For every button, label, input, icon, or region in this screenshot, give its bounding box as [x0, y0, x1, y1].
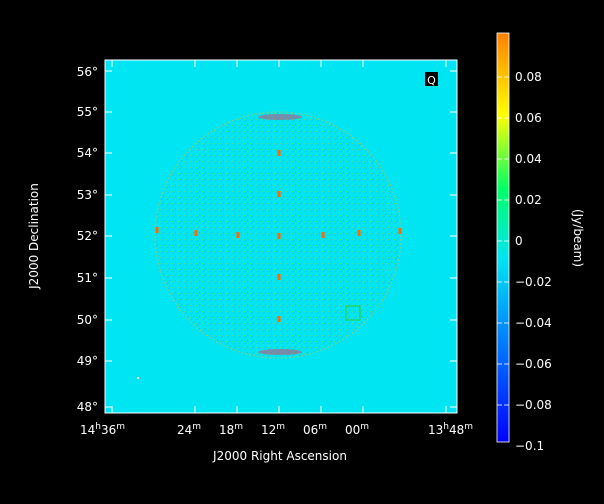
rim-noise-top — [258, 114, 302, 120]
colorbar-tick-label: −0.08 — [515, 398, 552, 412]
point-source-marker — [155, 227, 159, 233]
colorbar: 0.08 0.06 0.04 0.02 0 −0.02 −0.04 −0.06 … — [496, 32, 585, 453]
colorbar-tick-label: −0.04 — [515, 316, 552, 330]
point-source-marker — [277, 150, 281, 156]
colorbar-tick-label: −0.1 — [515, 439, 544, 453]
stokes-label: Q — [427, 74, 436, 87]
x-axis-title: J2000 Right Ascension — [212, 449, 347, 463]
y-axis-title: J2000 Declination — [27, 183, 41, 290]
primary-beam-rim — [154, 111, 402, 359]
y-tick-label: 55° — [77, 105, 98, 119]
rim-noise-bottom — [258, 349, 302, 355]
point-source-marker — [277, 233, 281, 239]
annotation-box — [345, 305, 361, 321]
x-tick-label: 24m — [177, 422, 201, 437]
y-tick-label: 48° — [77, 400, 98, 414]
y-tick-label: 50° — [77, 313, 98, 327]
colorbar-tick-label: 0.04 — [515, 152, 542, 166]
y-tick-label: 52° — [77, 229, 98, 243]
point-source-marker — [194, 230, 198, 236]
colorbar-tick-label: 0 — [515, 234, 523, 248]
colorbar-tick-label: 0.08 — [515, 70, 542, 84]
colorbar-frame — [496, 32, 510, 443]
colorbar-tick-label: 0.06 — [515, 111, 542, 125]
x-tick-label: 00m — [345, 422, 369, 437]
y-tick-label: 49° — [77, 354, 98, 368]
y-axis: 48° 49° 50° 51° 52° 53° 54° 55° 56° J200… — [27, 65, 98, 414]
colorbar-tick-label: −0.06 — [515, 357, 552, 371]
y-tick-label: 53° — [77, 188, 98, 202]
colorbar-gradient — [497, 33, 509, 442]
y-tick-label: 56° — [77, 65, 98, 79]
stokes-label-box — [425, 72, 438, 86]
x-tick-label: 14h36m — [80, 422, 125, 437]
point-source-marker — [357, 230, 361, 236]
y-tick-label: 54° — [77, 146, 98, 160]
x-tick-label: 18m — [219, 422, 243, 437]
point-source-marker — [321, 232, 325, 238]
x-tick-label: 06m — [303, 422, 327, 437]
colorbar-ticks — [497, 76, 509, 406]
colorbar-tick-label: 0.02 — [515, 193, 542, 207]
colorbar-title: (Jy/beam) — [571, 209, 585, 267]
point-source-marker — [398, 228, 402, 234]
x-axis: 14h36m 24m 18m 12m 06m 00m 13h48m J2000 … — [80, 422, 473, 463]
axis-ticks — [105, 60, 457, 413]
y-tick-label: 51° — [77, 271, 98, 285]
colorbar-tick-label: −0.02 — [515, 275, 552, 289]
x-tick-label: 13h48m — [428, 422, 473, 437]
source-markers — [137, 150, 402, 379]
point-source-marker — [277, 274, 281, 280]
plot-area: Q — [104, 59, 458, 414]
point-source-marker — [277, 191, 281, 197]
point-source-marker — [277, 316, 281, 322]
x-tick-label: 12m — [261, 422, 285, 437]
point-source-marker — [236, 232, 240, 238]
artifact-dot — [137, 377, 139, 379]
